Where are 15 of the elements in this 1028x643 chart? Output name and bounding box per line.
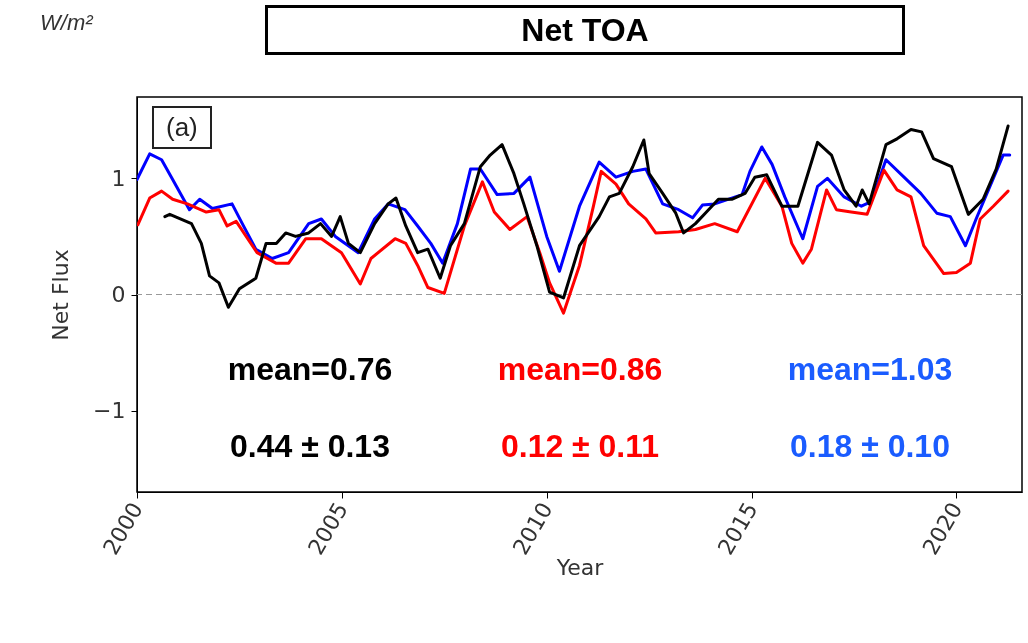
annotation: mean=0.86: [497, 351, 663, 387]
y-tick-label: 1: [111, 165, 126, 191]
line-series: [137, 168, 1010, 315]
text: W/m²: [40, 10, 93, 36]
annotation: (a): [152, 106, 212, 149]
annotation: 0.12 ± 0.11: [500, 428, 660, 464]
annotation: mean=0.76: [227, 351, 393, 387]
annotation: 0.18 ± 0.10: [790, 428, 950, 464]
chart-title: Net TOA: [265, 5, 905, 55]
y-tick-label: −1: [93, 398, 126, 424]
x-axis-title: Year: [555, 555, 605, 581]
y-axis-title: Net Flux: [48, 249, 74, 341]
annotation: mean=1.03: [787, 351, 953, 387]
annotation: 0.44 ± 0.13: [230, 428, 390, 464]
y-tick-label: 0: [111, 282, 126, 307]
